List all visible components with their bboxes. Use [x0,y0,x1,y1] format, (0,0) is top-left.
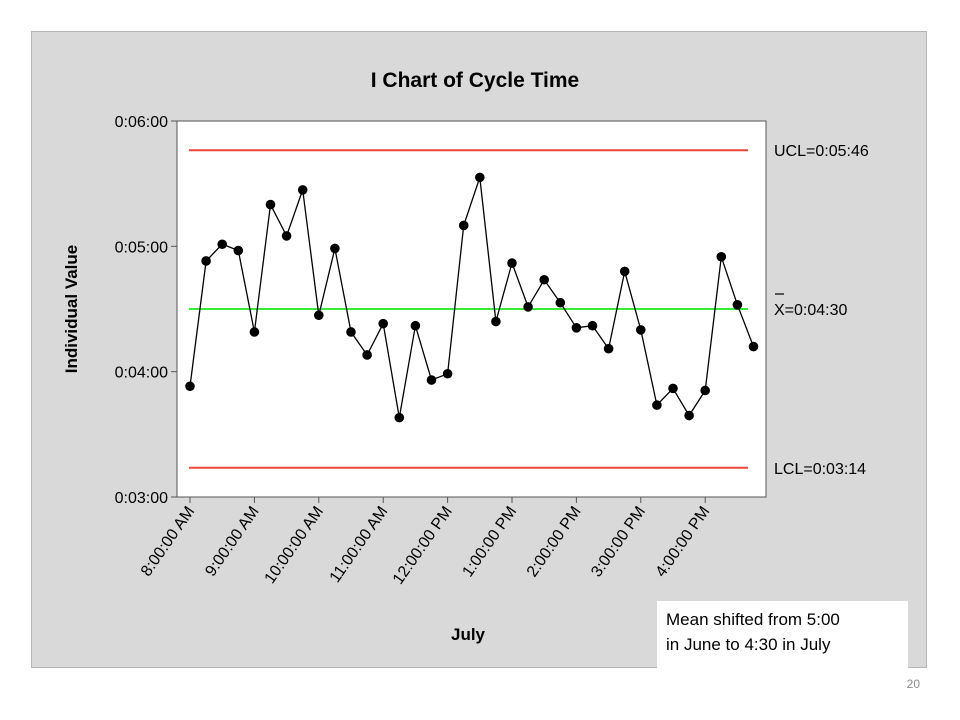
mean-value: =0:04:30 [785,302,848,319]
x-tick-label: 8:00:00 AM [138,504,198,580]
data-point [507,258,517,268]
data-point [394,412,405,423]
x-tick-label: 10:00:00 AM [262,504,327,587]
data-point [491,316,501,327]
x-tick-label: 9:00:00 AM [202,504,262,580]
annotation-line-2: in June to 4:30 in July [666,635,831,654]
annotation-note: Mean shifted from 5:00 in June to 4:30 i… [657,601,908,668]
data-point [555,297,566,308]
chart-title: I Chart of Cycle Time [371,69,580,92]
y-tick-label: 0:05:00 [115,239,168,256]
ucl-label: UCL=0:05:46 [774,143,869,160]
x-tick-label: 12:00:00 PM [390,504,456,588]
data-point [700,385,710,396]
data-point [233,245,244,256]
page-number: 20 [906,677,920,691]
y-tick-label: 0:04:00 [115,365,168,382]
x-axis-label: July [451,625,486,644]
data-point [297,185,308,195]
data-point [185,381,195,392]
data-point [410,320,421,331]
data-point [684,410,694,421]
data-point [265,199,276,210]
x-tick-label: 4:00:00 PM [653,504,714,581]
data-point [523,302,533,312]
x-tick-label: 11:00:00 AM [327,504,392,586]
y-axis-label: Individual Value [62,245,81,373]
data-point [619,266,630,277]
data-point [346,327,356,337]
y-tick-label: 0:03:00 [115,490,168,507]
lcl-label: LCL=0:03:14 [774,461,866,478]
data-point [668,383,678,394]
annotation-line-1: Mean shifted from 5:00 [666,610,840,629]
mean-symbol: X [774,302,785,319]
x-tick-label: 2:00:00 PM [524,504,585,581]
data-point [716,251,727,262]
series-layer [185,172,759,423]
data-point [217,239,227,250]
data-point [748,341,759,352]
data-point [314,310,324,321]
data-point [330,243,340,254]
data-point [652,400,662,410]
x-tick-label: 1:00:00 PM [459,504,520,581]
data-point [249,327,260,337]
data-point [587,320,598,331]
data-point [281,231,292,241]
control-lines: UCL=0:05:46 X=0:04:30 LCL=0:03:14 [189,143,869,478]
data-point [636,325,646,335]
data-point [201,256,211,266]
y-axis: 0:03:00 0:04:00 0:05:00 0:06:00 [115,114,177,507]
mean-label: X=0:04:30 [774,302,848,319]
data-point [458,220,469,231]
data-point [475,172,485,183]
data-point [571,323,582,333]
data-point [426,375,437,385]
data-point [732,300,743,310]
data-point [362,350,372,360]
y-tick-label: 0:06:00 [115,114,168,131]
x-tick-label: 3:00:00 PM [588,504,649,581]
data-point [442,368,453,379]
data-point [603,343,614,354]
data-point [378,318,389,329]
data-point [539,274,549,285]
